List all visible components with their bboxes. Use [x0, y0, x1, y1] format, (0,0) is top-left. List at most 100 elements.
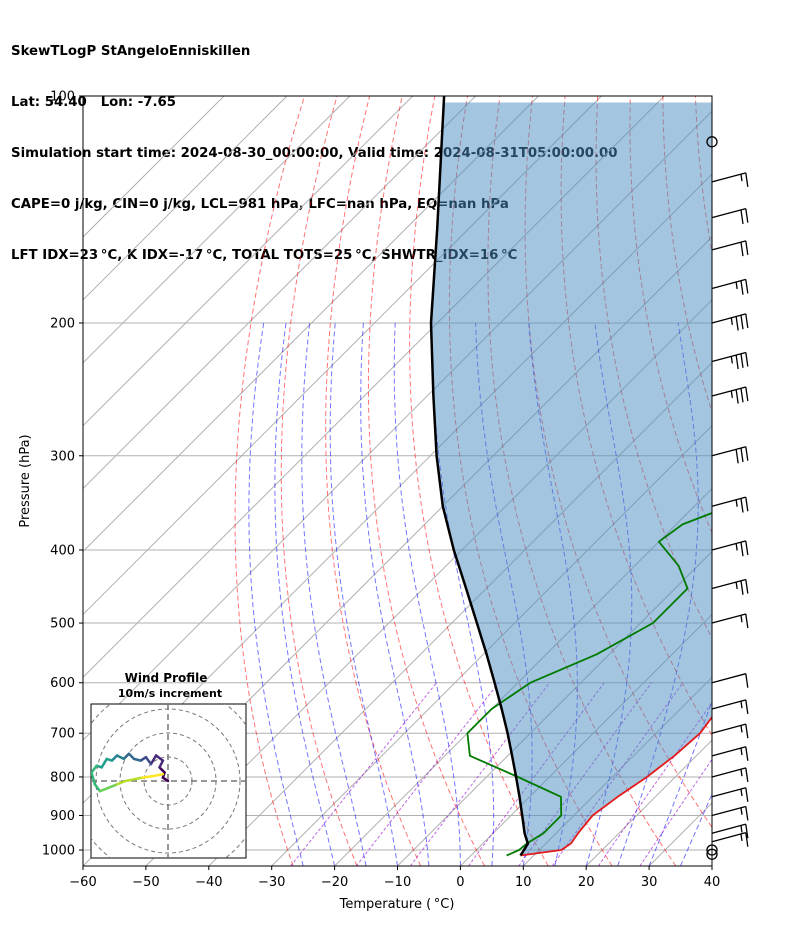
isotherm-gridline	[83, 96, 225, 238]
wind-barb-half-flag	[735, 543, 738, 551]
moist-adiabat	[648, 699, 712, 866]
wind-barb-flag	[745, 579, 749, 594]
wind-barb-flag	[740, 388, 744, 403]
wind-barb-shaft	[711, 446, 746, 457]
y-axis-label: Pressure (hPa)	[18, 434, 33, 527]
wind-barb-shaft	[711, 386, 746, 397]
wind-barb-half-flag	[735, 581, 738, 590]
wind-barb-shaft	[711, 313, 746, 324]
mixing-ratio-line	[355, 682, 499, 866]
wind-barb-flag	[735, 449, 739, 464]
wind-barb-shaft	[711, 723, 746, 734]
mixing-ratio-line	[639, 758, 712, 866]
isotherm-gridline	[83, 96, 288, 301]
moist-adiabat	[329, 322, 398, 866]
dry-adiabat	[367, 96, 485, 866]
hodograph-segment	[158, 759, 165, 769]
wind-barb-shaft	[711, 351, 746, 363]
wind-barb-flag	[745, 313, 749, 329]
x-tick-label: −50	[132, 875, 159, 890]
hodograph-segment	[91, 764, 98, 774]
wind-barb-shaft	[711, 578, 746, 590]
wind-barb-shaft	[711, 746, 746, 757]
dewpoint-line	[466, 512, 712, 857]
wind-barb-flag	[745, 497, 749, 512]
wind-barb-half-flag	[740, 701, 743, 709]
wind-barb-half-flag	[740, 747, 743, 756]
x-tick-label: −20	[321, 875, 348, 890]
wind-barb-shaft	[711, 540, 746, 551]
dry-adiabat	[234, 96, 305, 866]
wind-barb-half-flag	[740, 825, 743, 833]
isotherm-gridline	[334, 487, 712, 866]
wind-barb-flag	[740, 209, 744, 225]
wind-barb-flag	[740, 242, 744, 257]
isotherm-gridline	[83, 96, 414, 427]
wind-barb-flag	[745, 806, 749, 821]
wind-barb-half-flag	[740, 725, 743, 733]
dry-adiabat	[409, 96, 549, 866]
wind-barb-shaft	[711, 240, 746, 251]
y-tick-label: 800	[50, 770, 75, 785]
hodograph-segment	[115, 754, 126, 761]
wind-barb-flag	[745, 699, 749, 714]
mixing-ratio-line	[468, 682, 605, 866]
wind-barb-flag	[745, 540, 749, 556]
profile-lines	[429, 96, 712, 857]
hodograph-subtitle: 10m/s increment	[118, 687, 222, 700]
wind-barb-flag	[745, 208, 749, 223]
dry-adiabat	[280, 96, 358, 866]
wind-barb-flag	[745, 613, 749, 629]
x-axis-label: Temperature ( °C)	[339, 897, 455, 912]
hodograph-segment	[107, 783, 119, 790]
wind-barb-flag	[745, 832, 749, 847]
isotherm-gridline	[83, 96, 476, 490]
wind-barb-shaft	[711, 673, 746, 684]
wind-barb-flag	[745, 172, 749, 187]
cape-shading	[431, 102, 712, 856]
wind-barb-shaft	[711, 699, 746, 710]
wind-barb-flag	[740, 580, 744, 595]
wind-barb-flag	[735, 389, 739, 404]
hodograph-plot	[91, 704, 246, 858]
wind-barb-half-flag	[730, 356, 733, 364]
x-tick-label: 0	[456, 875, 464, 890]
wind-barb-half-flag	[740, 769, 743, 777]
hodograph-segment	[98, 786, 110, 793]
wind-barb-shaft	[711, 172, 746, 183]
wind-barb-flag	[740, 542, 744, 557]
title-line-latlon: Lat: 54.40 Lon: -7.65	[11, 95, 177, 110]
x-tick-label: −60	[69, 875, 96, 890]
wind-barb-flag	[745, 386, 749, 402]
hodograph-title: Wind Profile	[125, 671, 208, 685]
wind-barb-flag	[745, 279, 749, 294]
hodograph-segment	[93, 783, 102, 793]
wind-barb-shaft	[711, 496, 746, 507]
moist-adiabat	[393, 322, 461, 866]
y-tick-label: 600	[50, 676, 75, 691]
moist-adiabat	[274, 322, 336, 866]
x-tick-label: 40	[704, 875, 721, 890]
wind-barb-shaft	[711, 613, 746, 624]
wind-barb-half-flag	[730, 317, 733, 325]
hodograph-segment	[115, 779, 127, 786]
hodograph-segment	[124, 778, 136, 783]
wind-barb-flag	[745, 767, 749, 782]
dry-adiabat	[761, 96, 794, 866]
hodograph-segment	[154, 754, 165, 762]
wind-barb-shaft	[711, 823, 746, 834]
wind-barb-flag	[745, 787, 749, 802]
wind-barb-calm	[706, 136, 718, 148]
wind-barb-flag	[740, 353, 744, 368]
moist-adiabat	[248, 322, 304, 866]
wind-barb-flag	[745, 673, 749, 688]
temperature-line	[520, 715, 712, 857]
moist-adiabat	[680, 792, 712, 866]
wind-barb-shaft	[711, 832, 746, 843]
wind-barb-shaft	[711, 767, 746, 778]
wind-barb-half-flag	[730, 390, 733, 398]
wind-barb-flag	[745, 352, 749, 367]
wind-barb-flag	[745, 724, 749, 739]
wind-barb-flag	[745, 746, 749, 761]
